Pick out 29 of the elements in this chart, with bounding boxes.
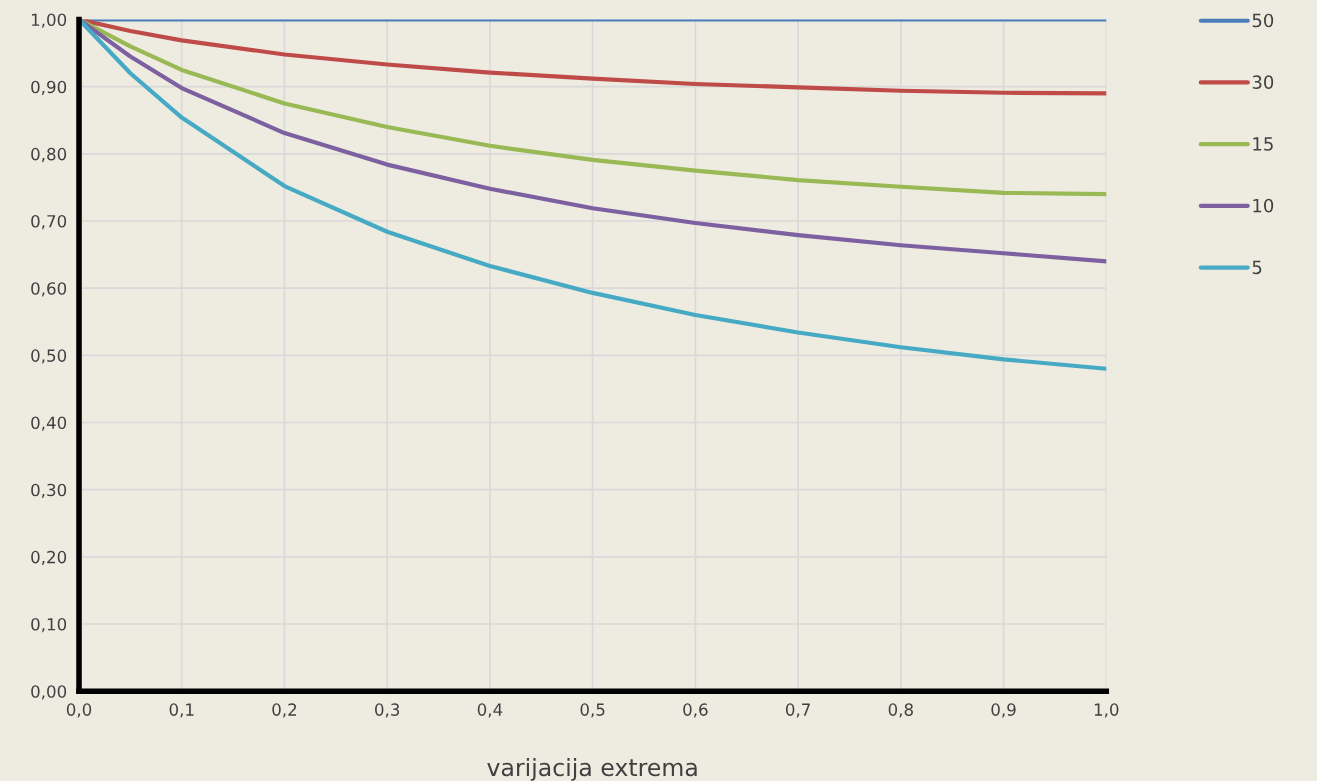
x-tick-label: 0,3	[375, 703, 400, 718]
y-tick-label: 0,90	[31, 80, 67, 95]
y-tick-label: 0,10	[31, 617, 67, 633]
legend-label: 15	[1253, 137, 1273, 151]
y-tick-label: 0,30	[31, 483, 67, 498]
y-tick-label: 0,40	[31, 416, 67, 431]
legend-label: 30	[1252, 75, 1274, 89]
y-tick-label: 0,00	[31, 685, 67, 700]
x-tick-label: 0,5	[580, 703, 605, 718]
y-tick-label: 0,50	[31, 349, 67, 364]
x-tick-label: 0,0	[66, 703, 92, 718]
x-tick-label: 0,9	[991, 703, 1016, 718]
y-tick-label: 0,80	[31, 147, 67, 163]
x-tick-label: 1,0	[1094, 703, 1119, 718]
y-tick-label: 1,00	[31, 13, 67, 28]
legend-label: 5	[1252, 260, 1262, 275]
x-tick-label: 0,6	[683, 703, 708, 718]
x-tick-label: 0,4	[477, 703, 503, 718]
legend-label: 50	[1252, 13, 1274, 28]
y-tick-label: 0,60	[31, 282, 67, 297]
x-axis-title: varijacija extrema	[487, 758, 697, 781]
x-tick-label: 0,2	[272, 703, 297, 718]
x-tick-label: 0,1	[169, 703, 194, 718]
legend-label: 10	[1253, 198, 1274, 213]
x-tick-label: 0,8	[888, 703, 913, 718]
x-tick-label: 0,7	[785, 703, 810, 718]
y-tick-label: 0,20	[31, 550, 67, 566]
line-series	[79, 19, 1107, 371]
y-tick-label: 0,70	[31, 214, 67, 230]
